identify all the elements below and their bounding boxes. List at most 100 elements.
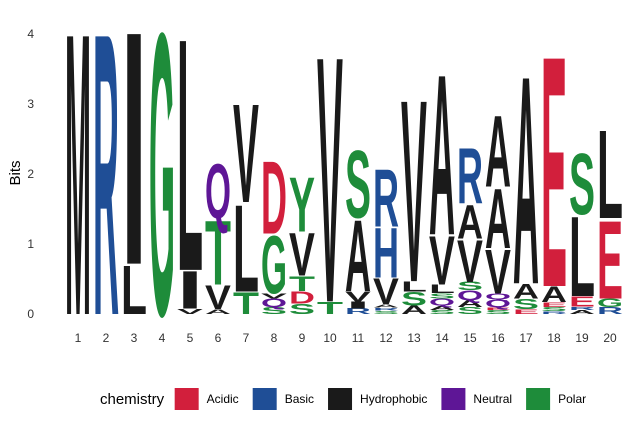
legend-label: Acidic <box>207 392 239 406</box>
logo-letter-v: V <box>401 46 427 337</box>
logo-letter-s: S <box>569 136 595 233</box>
logo-letter-l: L <box>429 283 455 296</box>
x-tick-label: 2 <box>103 331 110 345</box>
logo-letter-s: S <box>345 131 371 238</box>
logo-letter-d: D <box>289 287 315 307</box>
logo-letter-a: A <box>401 304 427 317</box>
logo-letter-v: V <box>233 74 259 232</box>
logo-letter-v: V <box>317 0 343 377</box>
legend-swatch <box>526 388 551 410</box>
logo-letter-t: T <box>289 272 316 295</box>
legend-item-basic: Basic <box>252 388 314 410</box>
logo-stack-1: M <box>65 0 91 400</box>
logo-letter-v: V <box>177 307 203 316</box>
logo-letter-e: E <box>597 197 623 323</box>
logo-letter-a: A <box>429 305 455 311</box>
logo-letter-s: S <box>373 310 399 315</box>
logo-letter-s: S <box>429 309 455 315</box>
logo-letter-e: E <box>541 0 567 356</box>
legend-swatch <box>328 388 353 410</box>
x-tick-label: 17 <box>519 331 533 345</box>
legend-label: Polar <box>558 392 586 406</box>
y-tick-label: 2 <box>27 167 34 181</box>
logo-letter-g: G <box>597 297 623 310</box>
logo-letter-v: V <box>205 278 232 316</box>
x-tick-label: 4 <box>159 331 166 345</box>
y-tick-label: 1 <box>27 237 34 251</box>
x-tick-label: 10 <box>323 331 337 345</box>
logo-letter-i: I <box>177 261 203 321</box>
logo-letter-i: I <box>345 300 371 311</box>
logo-letter-l: L <box>569 194 595 321</box>
legend-swatch <box>441 388 466 410</box>
logo-letter-s: S <box>541 306 567 312</box>
logo-letter-r: R <box>345 307 371 316</box>
logo-letter-g: G <box>261 220 287 312</box>
legend: chemistry Acidic Basic Hydrophobic Neutral P… <box>100 388 586 410</box>
logo-letter-m: M <box>65 0 91 400</box>
logo-letter-s: S <box>401 288 427 310</box>
logo-letter-h: H <box>373 213 399 292</box>
x-tick-label: 18 <box>547 331 561 345</box>
logo-letter-s: S <box>289 301 315 317</box>
x-tick-label: 13 <box>407 331 421 345</box>
logo-letter-e: E <box>541 301 567 309</box>
y-tick-label: 4 <box>27 27 34 41</box>
y-tick-label: 0 <box>27 307 34 321</box>
logo-stack-3: LI <box>121 0 147 334</box>
logo-letter-e: E <box>513 308 539 316</box>
logo-letter-s: S <box>457 280 483 293</box>
logo-letter-e: E <box>485 306 511 310</box>
logo-letter-v: V <box>485 238 511 308</box>
x-tick-label: 3 <box>131 331 138 345</box>
logo-letter-l: L <box>121 252 147 329</box>
logo-letter-a: A <box>485 96 511 209</box>
x-tick-label: 16 <box>491 331 505 345</box>
logo-letter-s: S <box>485 309 511 315</box>
x-tick-label: 14 <box>435 331 449 345</box>
logo-letter-r: R <box>597 305 623 316</box>
logo-letter-a: A <box>373 304 399 309</box>
logo-letter-s: S <box>261 305 287 316</box>
logo-letter-a: A <box>569 309 595 315</box>
x-tick-label: 5 <box>187 331 194 345</box>
logo-stack-10: TV <box>317 0 343 377</box>
logo-stack-4: G <box>149 0 175 400</box>
logo-letter-d: D <box>261 141 287 256</box>
legend-item-hydrophobic: Hydrophobic <box>328 388 427 410</box>
logo-letter-r: R <box>541 311 567 315</box>
logo-stack-2: R <box>93 0 119 400</box>
logo-letter-r: R <box>373 307 399 311</box>
logo-letter-t: T <box>205 202 231 305</box>
logo-letter-a: A <box>457 195 483 250</box>
y-tick-label: 3 <box>27 97 34 111</box>
legend-label: Neutral <box>473 392 512 406</box>
logo-letter-a: A <box>513 14 539 347</box>
y-axis-title: Bits <box>7 160 24 185</box>
logo-letter-t: T <box>233 286 259 321</box>
legend-item-neutral: Neutral <box>441 388 512 410</box>
x-tick-label: 19 <box>575 331 589 345</box>
logo-letter-a: A <box>485 171 511 266</box>
logo-letter-q: Q <box>457 288 483 303</box>
logo-stack-5: VIL <box>177 0 203 341</box>
logo-letter-r: R <box>373 151 399 244</box>
logo-letter-v: V <box>457 227 483 295</box>
x-tick-label: 20 <box>603 331 617 345</box>
logo-letter-s: S <box>457 305 483 316</box>
logo-letter-v: V <box>261 292 287 301</box>
logo-letter-v: V <box>373 272 399 313</box>
